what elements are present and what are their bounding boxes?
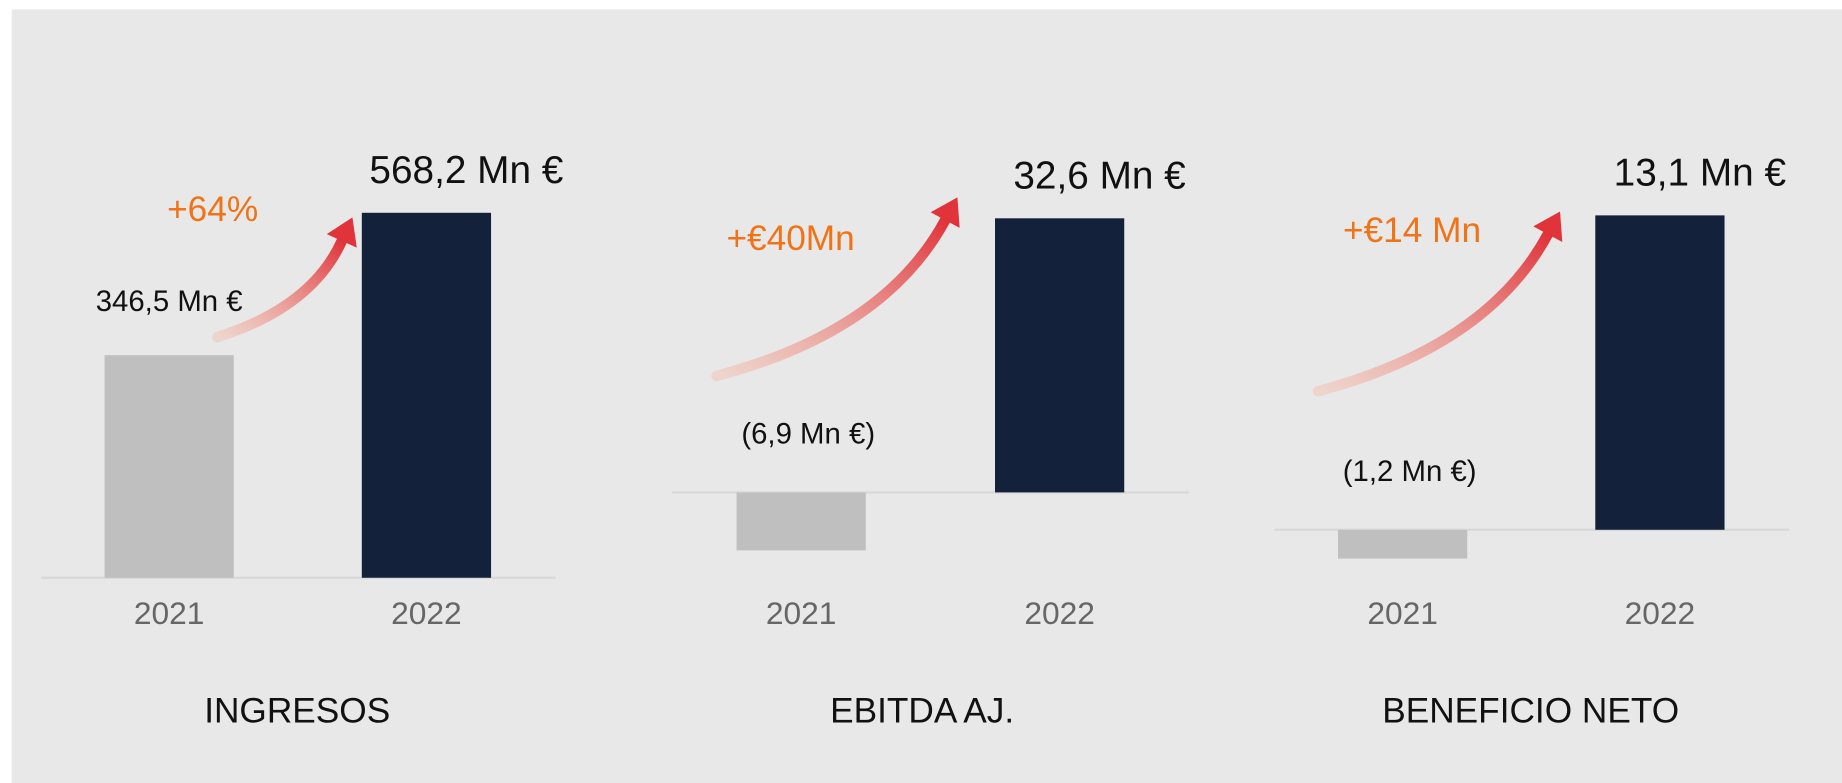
bar bbox=[995, 218, 1125, 493]
value-label: (1,2 Mn €) bbox=[1343, 455, 1477, 488]
x-tick-label: 2021 bbox=[766, 595, 837, 631]
bar bbox=[104, 355, 234, 578]
value-label: 346,5 Mn € bbox=[96, 285, 243, 318]
growth-arrow bbox=[711, 214, 951, 382]
x-tick-label: 2021 bbox=[1367, 595, 1438, 631]
bar bbox=[736, 492, 866, 551]
panel bbox=[11, 9, 1842, 783]
annotation: +64% bbox=[167, 190, 258, 229]
annotation: +€40Mn bbox=[726, 219, 854, 258]
bar bbox=[1338, 529, 1468, 559]
arrow-head bbox=[930, 197, 960, 228]
annotation: +€14 Mn bbox=[1343, 211, 1481, 250]
bar bbox=[361, 212, 492, 578]
x-tick-label: 2022 bbox=[1024, 595, 1095, 631]
arrow-head bbox=[1533, 211, 1563, 243]
value-label: (6,9 Mn €) bbox=[741, 418, 875, 451]
chart-title: EBITDA AJ. bbox=[830, 691, 1014, 730]
growth-arrow bbox=[212, 235, 348, 343]
growth-arrow bbox=[1312, 228, 1554, 397]
value-label: 32,6 Mn € bbox=[1013, 155, 1185, 198]
value-label: 568,2 Mn € bbox=[369, 149, 563, 192]
chart-title: INGRESOS bbox=[204, 691, 390, 730]
chart-title: BENEFICIO NETO bbox=[1382, 691, 1679, 730]
x-tick-label: 2021 bbox=[134, 595, 205, 631]
arrow-head bbox=[326, 217, 357, 248]
x-tick-label: 2022 bbox=[1625, 595, 1696, 631]
value-label: 13,1 Mn € bbox=[1614, 152, 1786, 195]
x-tick-label: 2022 bbox=[391, 595, 462, 631]
bar bbox=[1595, 215, 1725, 530]
